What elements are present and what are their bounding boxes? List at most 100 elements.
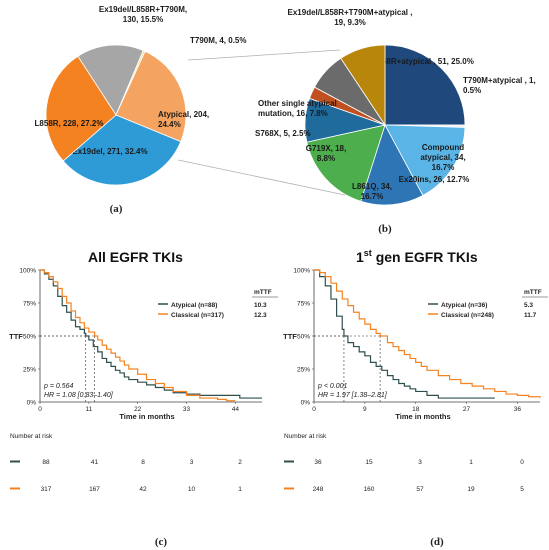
risk-value: 88 bbox=[42, 459, 50, 466]
risk-value: 5 bbox=[520, 486, 524, 493]
risk-value: 248 bbox=[313, 486, 324, 493]
legend-entry: Atypical (n=88) bbox=[171, 302, 217, 309]
pie-label: Ex19del/L858R+T790M+atypical , bbox=[288, 8, 413, 17]
pie-label: T790M, 4, 0.5% bbox=[190, 36, 246, 45]
y-tick-label: 75% bbox=[23, 301, 36, 308]
y-axis-label: TTF bbox=[9, 332, 23, 341]
risk-value: 0 bbox=[520, 459, 524, 466]
risk-value: 3 bbox=[418, 459, 422, 466]
x-tick-label: 11 bbox=[85, 406, 92, 413]
pie-slice bbox=[360, 123, 424, 206]
pie-chart-a: Ex19del/L858R+T790M,130, 15.5% T790M, 4, … bbox=[35, 5, 247, 215]
pie-slice bbox=[384, 124, 466, 197]
pie-label: 24.4% bbox=[158, 120, 181, 129]
pie-label: L858R, 228, 27.2% bbox=[35, 119, 104, 128]
risk-value: 10 bbox=[188, 486, 196, 493]
pie-label: 16.7% bbox=[361, 192, 384, 201]
panel-label: (c) bbox=[155, 536, 168, 548]
risk-value: 19 bbox=[467, 486, 475, 493]
stat-annotation: HR = 1.97 [1.38–2.81] bbox=[318, 392, 388, 399]
pie-label: Atypical, 204, bbox=[158, 110, 209, 119]
legend-mttf: 5.3 bbox=[524, 302, 533, 309]
risk-value: 2 bbox=[238, 459, 242, 466]
stat-annotation: p = 0.564 bbox=[43, 383, 73, 390]
y-tick-label: 50% bbox=[23, 334, 36, 341]
x-tick-label: 33 bbox=[183, 406, 191, 413]
x-tick-label: 0 bbox=[38, 406, 42, 413]
pie-slice bbox=[115, 50, 187, 143]
pie-label: Ex19del, 271, 32.4% bbox=[72, 147, 147, 156]
risk-value: 57 bbox=[416, 486, 424, 493]
y-tick-label: 0% bbox=[27, 400, 37, 407]
x-axis-label: Time in months bbox=[119, 412, 174, 421]
km-chart-c: All EGFR TKIs 0% 25% 50% 75% 100% TTF 0 11 22 33 44… bbox=[9, 249, 278, 548]
legend-header: mTTF bbox=[524, 289, 542, 296]
km-curve bbox=[314, 269, 541, 399]
pie-label: T790M+atypical , 1, bbox=[463, 76, 536, 85]
y-tick-label: 100% bbox=[293, 268, 310, 275]
km-curve bbox=[40, 269, 262, 399]
km-curve bbox=[40, 269, 236, 402]
legend-mttf: 12.3 bbox=[254, 312, 267, 319]
pie-slice bbox=[45, 55, 117, 162]
pie-slice bbox=[384, 44, 466, 126]
pie-slice bbox=[306, 124, 386, 202]
legend-mttf: 10.3 bbox=[254, 302, 267, 309]
pie-label: 0.5% bbox=[463, 86, 481, 95]
risk-value: 41 bbox=[91, 459, 99, 466]
risk-value: 8 bbox=[141, 459, 145, 466]
x-axis-label: Time in months bbox=[395, 412, 450, 421]
pie-slice bbox=[62, 114, 182, 186]
risk-value: 36 bbox=[314, 459, 322, 466]
x-tick-label: 18 bbox=[412, 406, 420, 413]
x-tick-label: 27 bbox=[463, 406, 471, 413]
y-axis-label: TTF bbox=[283, 332, 297, 341]
pie-label: Ex20ins, 26, 12.7% bbox=[399, 175, 470, 184]
x-tick-label: 9 bbox=[363, 406, 367, 413]
pie-label: Compound bbox=[422, 143, 464, 152]
y-tick-label: 75% bbox=[297, 301, 310, 308]
pie-label: atypical, 34, bbox=[420, 153, 465, 162]
pie-chart-b: Ex19del/L858R+atypical , 51, 25.0% T790M+… bbox=[255, 8, 536, 235]
legend-entry: Atypical (n=36) bbox=[441, 302, 487, 309]
panel-label: (d) bbox=[430, 536, 444, 548]
pie-label: Ex19del/L858R+atypical , 51, 25.0% bbox=[340, 57, 474, 66]
x-tick-label: 22 bbox=[134, 406, 142, 413]
km-curve bbox=[314, 269, 495, 399]
pie-label: L861Q, 34, bbox=[352, 182, 392, 191]
pie-label: 130, 15.5% bbox=[123, 15, 163, 24]
risk-value: 3 bbox=[190, 459, 194, 466]
connector-line bbox=[177, 159, 346, 196]
pie-connector-lines bbox=[177, 49, 346, 196]
panel-label: (b) bbox=[378, 223, 392, 235]
risk-value: 42 bbox=[139, 486, 147, 493]
legend-entry: Classical (n=317) bbox=[171, 312, 224, 319]
pie-slice bbox=[77, 44, 144, 116]
pie-label: 16.7% bbox=[432, 163, 455, 172]
y-tick-label: 100% bbox=[19, 268, 36, 275]
legend-mttf: 11.7 bbox=[524, 312, 537, 319]
risk-table-title: Number at risk bbox=[10, 433, 53, 440]
y-tick-label: 0% bbox=[301, 400, 311, 407]
risk-value: 1 bbox=[469, 459, 473, 466]
stat-annotation: p < 0.001 bbox=[317, 383, 347, 390]
chart-title: All EGFR TKIs bbox=[88, 249, 183, 265]
legend-header: mTTF bbox=[254, 289, 272, 296]
risk-value: 1 bbox=[238, 486, 242, 493]
risk-value: 317 bbox=[41, 486, 52, 493]
y-tick-label: 25% bbox=[23, 367, 36, 374]
pie-label: S768X, 5, 2.5% bbox=[255, 129, 311, 138]
risk-value: 15 bbox=[365, 459, 373, 466]
stat-annotation: HR = 1.08 [0.83–1.40] bbox=[44, 392, 114, 399]
y-tick-label: 50% bbox=[297, 334, 310, 341]
y-tick-label: 25% bbox=[297, 367, 310, 374]
km-chart-d: 1st gen EGFR TKIs 0% 25% 50% 75% 100% TTF 0 9 18 2… bbox=[283, 248, 548, 548]
x-tick-label: 44 bbox=[232, 406, 240, 413]
risk-value: 167 bbox=[89, 486, 100, 493]
pie-label: 19, 9.3% bbox=[334, 18, 366, 27]
x-tick-label: 0 bbox=[312, 406, 316, 413]
pie-label: mutation, 16, 7.8% bbox=[258, 109, 328, 118]
risk-value: 160 bbox=[364, 486, 375, 493]
panel-label: (a) bbox=[110, 203, 123, 215]
